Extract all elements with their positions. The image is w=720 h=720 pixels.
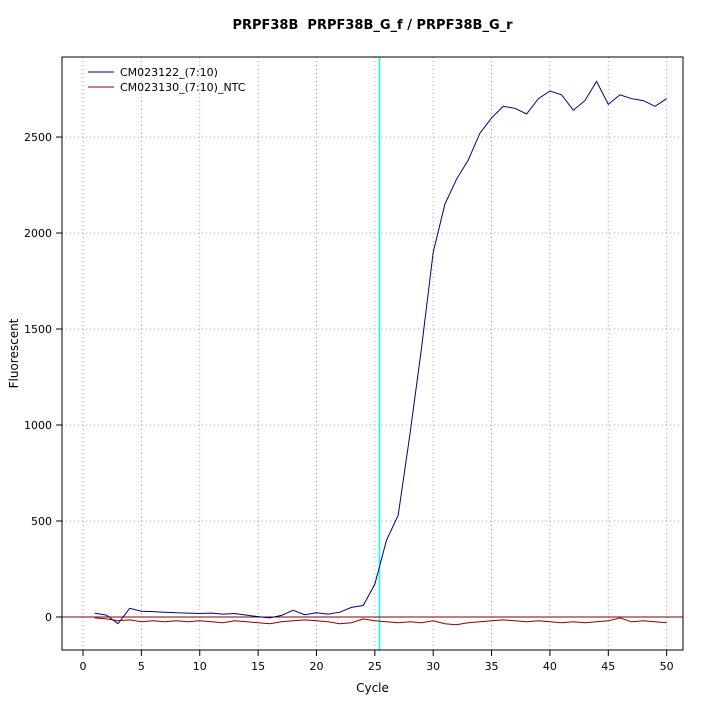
legend-label: CM023130_(7:10)_NTC: [120, 81, 246, 94]
y-tick-label: 2500: [24, 131, 52, 144]
x-tick-label: 25: [368, 660, 382, 673]
x-tick-label: 20: [309, 660, 323, 673]
y-tick-label: 2000: [24, 227, 52, 240]
series-line: [94, 80, 667, 625]
chart-title: PRPF38B PRPF38B_G_f / PRPF38B_G_r: [232, 18, 513, 33]
y-tick-label: 1000: [24, 419, 52, 432]
x-tick-label: 15: [251, 660, 265, 673]
x-tick-label: 0: [80, 660, 87, 673]
legend-label: CM023122_(7:10): [120, 66, 218, 79]
x-tick-label: 50: [660, 660, 674, 673]
x-tick-label: 35: [485, 660, 499, 673]
plot-border: [61, 56, 684, 651]
x-tick-label: 5: [138, 660, 145, 673]
y-axis-label: Fluorescent: [7, 318, 21, 388]
y-tick-label: 0: [45, 611, 52, 624]
x-axis-label: Cycle: [356, 681, 389, 695]
y-tick-label: 1500: [24, 323, 52, 336]
y-tick-label: 500: [31, 515, 52, 528]
x-tick-label: 30: [426, 660, 440, 673]
x-tick-label: 40: [543, 660, 557, 673]
series-line: [94, 617, 667, 626]
x-tick-label: 45: [601, 660, 615, 673]
x-tick-label: 10: [193, 660, 207, 673]
